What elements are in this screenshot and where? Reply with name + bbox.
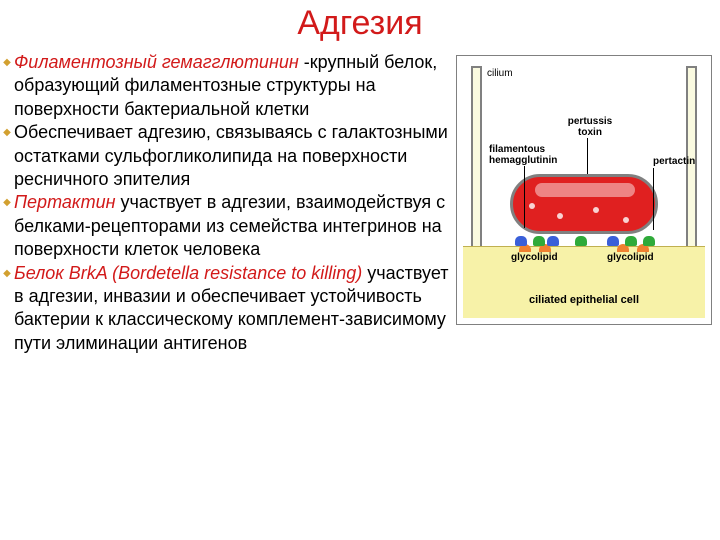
bacterium-dot	[529, 203, 535, 209]
leader-line	[653, 168, 654, 230]
fha-shape	[547, 236, 559, 246]
bullet-text: Белок BrkA (Bordetella resistance to kil…	[14, 262, 452, 356]
pertussis-toxin-label: pertussistoxin	[565, 116, 615, 138]
bacterium-dot	[593, 207, 599, 213]
cilium-label: cilium	[487, 68, 513, 79]
bacterium-shape	[510, 174, 658, 234]
pertactin-shape	[575, 236, 587, 246]
bullet-text: Пертактин участвует в адгезии, взаимодей…	[14, 191, 452, 261]
title-text: Адгезия	[297, 4, 422, 42]
fha-label: filamentoushemagglutinin	[489, 144, 559, 166]
pertactin-shape	[533, 236, 545, 246]
slide-title: Адгезия	[0, 0, 720, 43]
bullet-item: ◆Филаментозный гемагглютинин -крупный бе…	[0, 51, 452, 121]
bacterium-dot	[623, 217, 629, 223]
epithelium-label: ciliated epithelial cell	[457, 294, 711, 306]
adhesion-diagram: cilium ciliated epithelial cell	[456, 55, 712, 325]
cilium-left	[471, 66, 482, 254]
pertactin-shape	[643, 236, 655, 246]
bullet-term: Филаментозный гемагглютинин	[14, 52, 304, 72]
bullet-item: ◆Пертактин участвует в адгезии, взаимоде…	[0, 191, 452, 261]
glycolipid-label-2: glycolipid	[607, 252, 654, 263]
fha-shape	[607, 236, 619, 246]
bullet-text: Филаментозный гемагглютинин -крупный бел…	[14, 51, 452, 121]
content-row: ◆Филаментозный гемагглютинин -крупный бе…	[0, 43, 720, 355]
bacterium-highlight	[535, 183, 635, 197]
pertactin-label: pertactin	[653, 156, 703, 167]
leader-line	[587, 138, 588, 174]
bullet-marker-icon: ◆	[0, 121, 14, 191]
glycolipid-label-1: glycolipid	[511, 252, 558, 263]
bullet-rest: Обеспечивает адгезию, связываясь с галак…	[14, 122, 448, 189]
bullet-term: Пертактин	[14, 192, 120, 212]
leader-line	[524, 166, 525, 228]
bullet-text: Обеспечивает адгезию, связываясь с галак…	[14, 121, 452, 191]
bullet-marker-icon: ◆	[0, 191, 14, 261]
bullet-item: ◆Обеспечивает адгезию, связываясь с гала…	[0, 121, 452, 191]
epithelial-cell	[463, 246, 705, 318]
bacterium-dot	[557, 213, 563, 219]
bullet-item: ◆Белок BrkA (Bordetella resistance to ki…	[0, 262, 452, 356]
fha-shape	[515, 236, 527, 246]
diagram-column: cilium ciliated epithelial cell	[452, 51, 720, 355]
pertactin-shape	[625, 236, 637, 246]
bullet-marker-icon: ◆	[0, 51, 14, 121]
bullet-marker-icon: ◆	[0, 262, 14, 356]
bullet-term: Белок BrkA (Bordetella resistance to kil…	[14, 263, 367, 283]
text-column: ◆Филаментозный гемагглютинин -крупный бе…	[0, 51, 452, 355]
